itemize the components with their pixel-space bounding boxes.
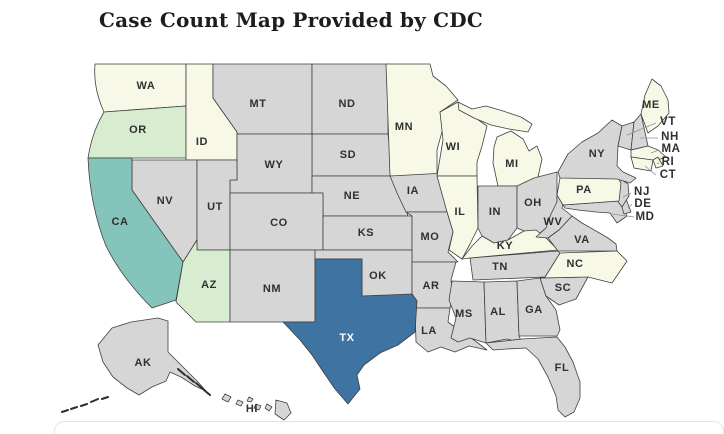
state-label-or: OR — [129, 124, 147, 136]
state-label-nj: NJ — [634, 186, 650, 198]
state-label-nv: NV — [157, 195, 174, 207]
state-label-sc: SC — [555, 282, 571, 294]
state-label-al: AL — [490, 306, 506, 318]
state-label-ma: MA — [661, 143, 680, 155]
state-label-la: LA — [421, 325, 437, 337]
state-label-mo: MO — [421, 231, 440, 243]
state-label-wv: WV — [544, 216, 563, 228]
state-label-ak: AK — [134, 357, 151, 369]
state-label-id: ID — [196, 136, 208, 148]
state-ak[interactable] — [97, 317, 207, 396]
state-label-nh: NH — [661, 131, 679, 143]
state-label-co: CO — [270, 217, 288, 229]
leader-line-nj — [622, 192, 632, 198]
state-label-oh: OH — [524, 197, 542, 209]
state-label-nd: ND — [338, 98, 355, 110]
state-mi[interactable] — [457, 101, 543, 187]
state-or[interactable] — [87, 105, 187, 159]
state-label-il: IL — [455, 206, 466, 218]
bottom-card-edge — [54, 421, 724, 434]
state-label-ga: GA — [525, 304, 543, 316]
state-label-nc: NC — [566, 258, 583, 270]
state-label-va: VA — [574, 234, 590, 246]
state-ny[interactable] — [557, 119, 637, 184]
state-ky[interactable] — [461, 229, 559, 260]
state-label-wi: WI — [446, 141, 461, 153]
state-label-hi: HI — [246, 403, 258, 415]
state-label-sd: SD — [340, 149, 356, 161]
state-label-ct: CT — [660, 169, 677, 181]
state-label-ks: KS — [358, 227, 374, 239]
page-title: Case Count Map Provided by CDC — [99, 8, 483, 32]
leader-line-de — [627, 203, 633, 209]
alaska-islands — [61, 368, 211, 413]
state-label-vt: VT — [660, 116, 676, 128]
state-va[interactable] — [547, 215, 618, 252]
state-label-tx: TX — [339, 332, 354, 344]
state-mo[interactable] — [405, 211, 459, 263]
state-label-fl: FL — [555, 362, 570, 374]
state-label-md: MD — [635, 211, 654, 223]
state-tx[interactable] — [282, 258, 418, 405]
state-label-ky: KY — [497, 240, 514, 252]
state-me[interactable] — [640, 78, 670, 134]
state-la[interactable] — [414, 307, 488, 353]
state-label-ne: NE — [344, 190, 360, 202]
state-label-mi: MI — [505, 158, 518, 170]
leader-line-ma — [650, 149, 660, 154]
leader-line-vt — [626, 122, 657, 136]
state-az[interactable] — [175, 239, 231, 323]
state-label-az: AZ — [201, 279, 217, 291]
leader-line-ct — [644, 165, 657, 176]
state-label-mt: MT — [249, 98, 266, 110]
state-hi[interactable] — [221, 393, 292, 421]
state-label-nm: NM — [263, 283, 281, 295]
leader-line-ri — [656, 162, 660, 165]
state-label-ny: NY — [589, 148, 606, 160]
state-label-wy: WY — [265, 159, 284, 171]
state-label-mn: MN — [395, 121, 413, 133]
leader-line-md — [611, 213, 635, 218]
state-label-wa: WA — [137, 80, 156, 92]
state-label-me: ME — [642, 99, 660, 111]
state-label-ms: MS — [455, 308, 473, 320]
state-ri[interactable] — [652, 156, 664, 169]
state-label-in: IN — [489, 206, 501, 218]
state-il[interactable] — [436, 175, 479, 260]
state-label-ut: UT — [207, 201, 223, 213]
state-label-ok: OK — [369, 270, 387, 282]
state-label-ar: AR — [422, 280, 439, 292]
state-label-ca: CA — [111, 216, 128, 228]
state-label-tn: TN — [492, 261, 508, 273]
state-fl[interactable] — [485, 336, 581, 418]
state-label-ia: IA — [407, 185, 419, 197]
state-label-pa: PA — [576, 184, 592, 196]
state-label-ri: RI — [662, 156, 675, 168]
state-label-de: DE — [634, 198, 651, 210]
state-tn[interactable] — [469, 250, 561, 281]
